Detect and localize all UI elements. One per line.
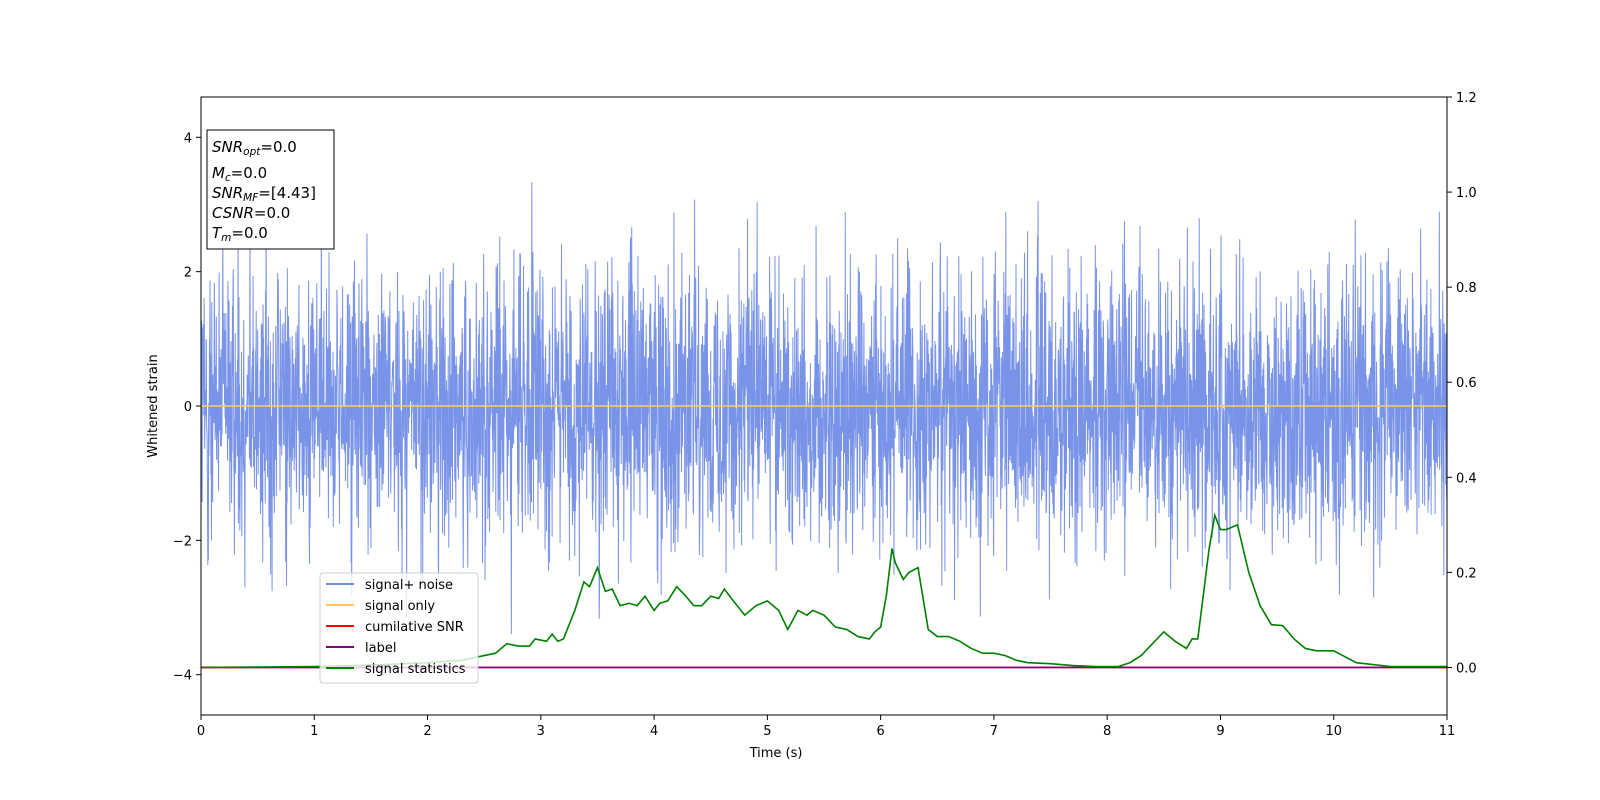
y-tick-label: 4 [184, 131, 192, 146]
y2-tick-label: 0.6 [1456, 376, 1477, 391]
y2-tick-label: 1.2 [1456, 91, 1477, 106]
x-tick-label: 6 [876, 724, 884, 739]
legend: signal+ noise signal only cumilative SNR… [319, 572, 479, 684]
annotation-csnr: CSNR=0.0 [212, 204, 290, 222]
y2-tick-label: 1.0 [1456, 186, 1477, 201]
series-signal-statistics [201, 512, 1447, 669]
x-tick-label: 9 [1216, 724, 1224, 739]
legend-frame [319, 572, 479, 684]
y2-tick-label: 0.2 [1456, 566, 1477, 581]
legend-label-signal-noise: signal+ noise [365, 578, 453, 593]
legend-label-signal-only: signal only [365, 599, 435, 614]
y2-tick-label: 0.8 [1456, 281, 1477, 296]
x-tick-label: 2 [423, 724, 431, 739]
x-tick-label: 3 [537, 724, 545, 739]
y2-tick-label: 0.4 [1456, 471, 1477, 486]
x-axis-label: Time (s) [749, 746, 803, 761]
y-tick-label: 2 [184, 266, 192, 281]
x-tick-label: 5 [763, 724, 771, 739]
x-tick-label: 11 [1439, 724, 1456, 739]
y-tick-label: −4 [173, 669, 192, 684]
y2-tick-label: 0.0 [1456, 661, 1477, 676]
legend-label-label: label [365, 641, 396, 656]
x-tick-label: 0 [197, 724, 205, 739]
x-tick-label: 10 [1325, 724, 1342, 739]
y-tick-label: −2 [173, 534, 192, 549]
annotation-snr-opt: SNRopt=0.0 [212, 138, 297, 158]
x-tick-label: 8 [1103, 724, 1111, 739]
annotation-mc: Mc=0.0 [212, 164, 267, 184]
axes: 0 1 2 3 4 5 6 7 8 9 10 11 −4 −2 0 2 4 0.0 0.2 0.4 0.6 0.8 1.0 1… [173, 91, 1477, 739]
y-tick-label: 0 [184, 400, 192, 415]
annotation-box: SNRopt=0.0 Mc=0.0 SNRMF=[4.43] CSNR=0.0 … [206, 129, 335, 250]
annotation-snr-mf: SNRMF=[4.43] [212, 184, 316, 204]
legend-label-signal-statistics: signal statistics [365, 662, 466, 677]
x-tick-label: 1 [310, 724, 318, 739]
annotation-tm: Tm=0.0 [212, 224, 268, 244]
series-signal-noise [201, 173, 1447, 635]
y-axis-label: Whitened strain [146, 354, 161, 457]
x-tick-label: 4 [650, 724, 658, 739]
x-tick-label: 7 [990, 724, 998, 739]
legend-label-cumulative-snr: cumilative SNR [365, 620, 464, 635]
